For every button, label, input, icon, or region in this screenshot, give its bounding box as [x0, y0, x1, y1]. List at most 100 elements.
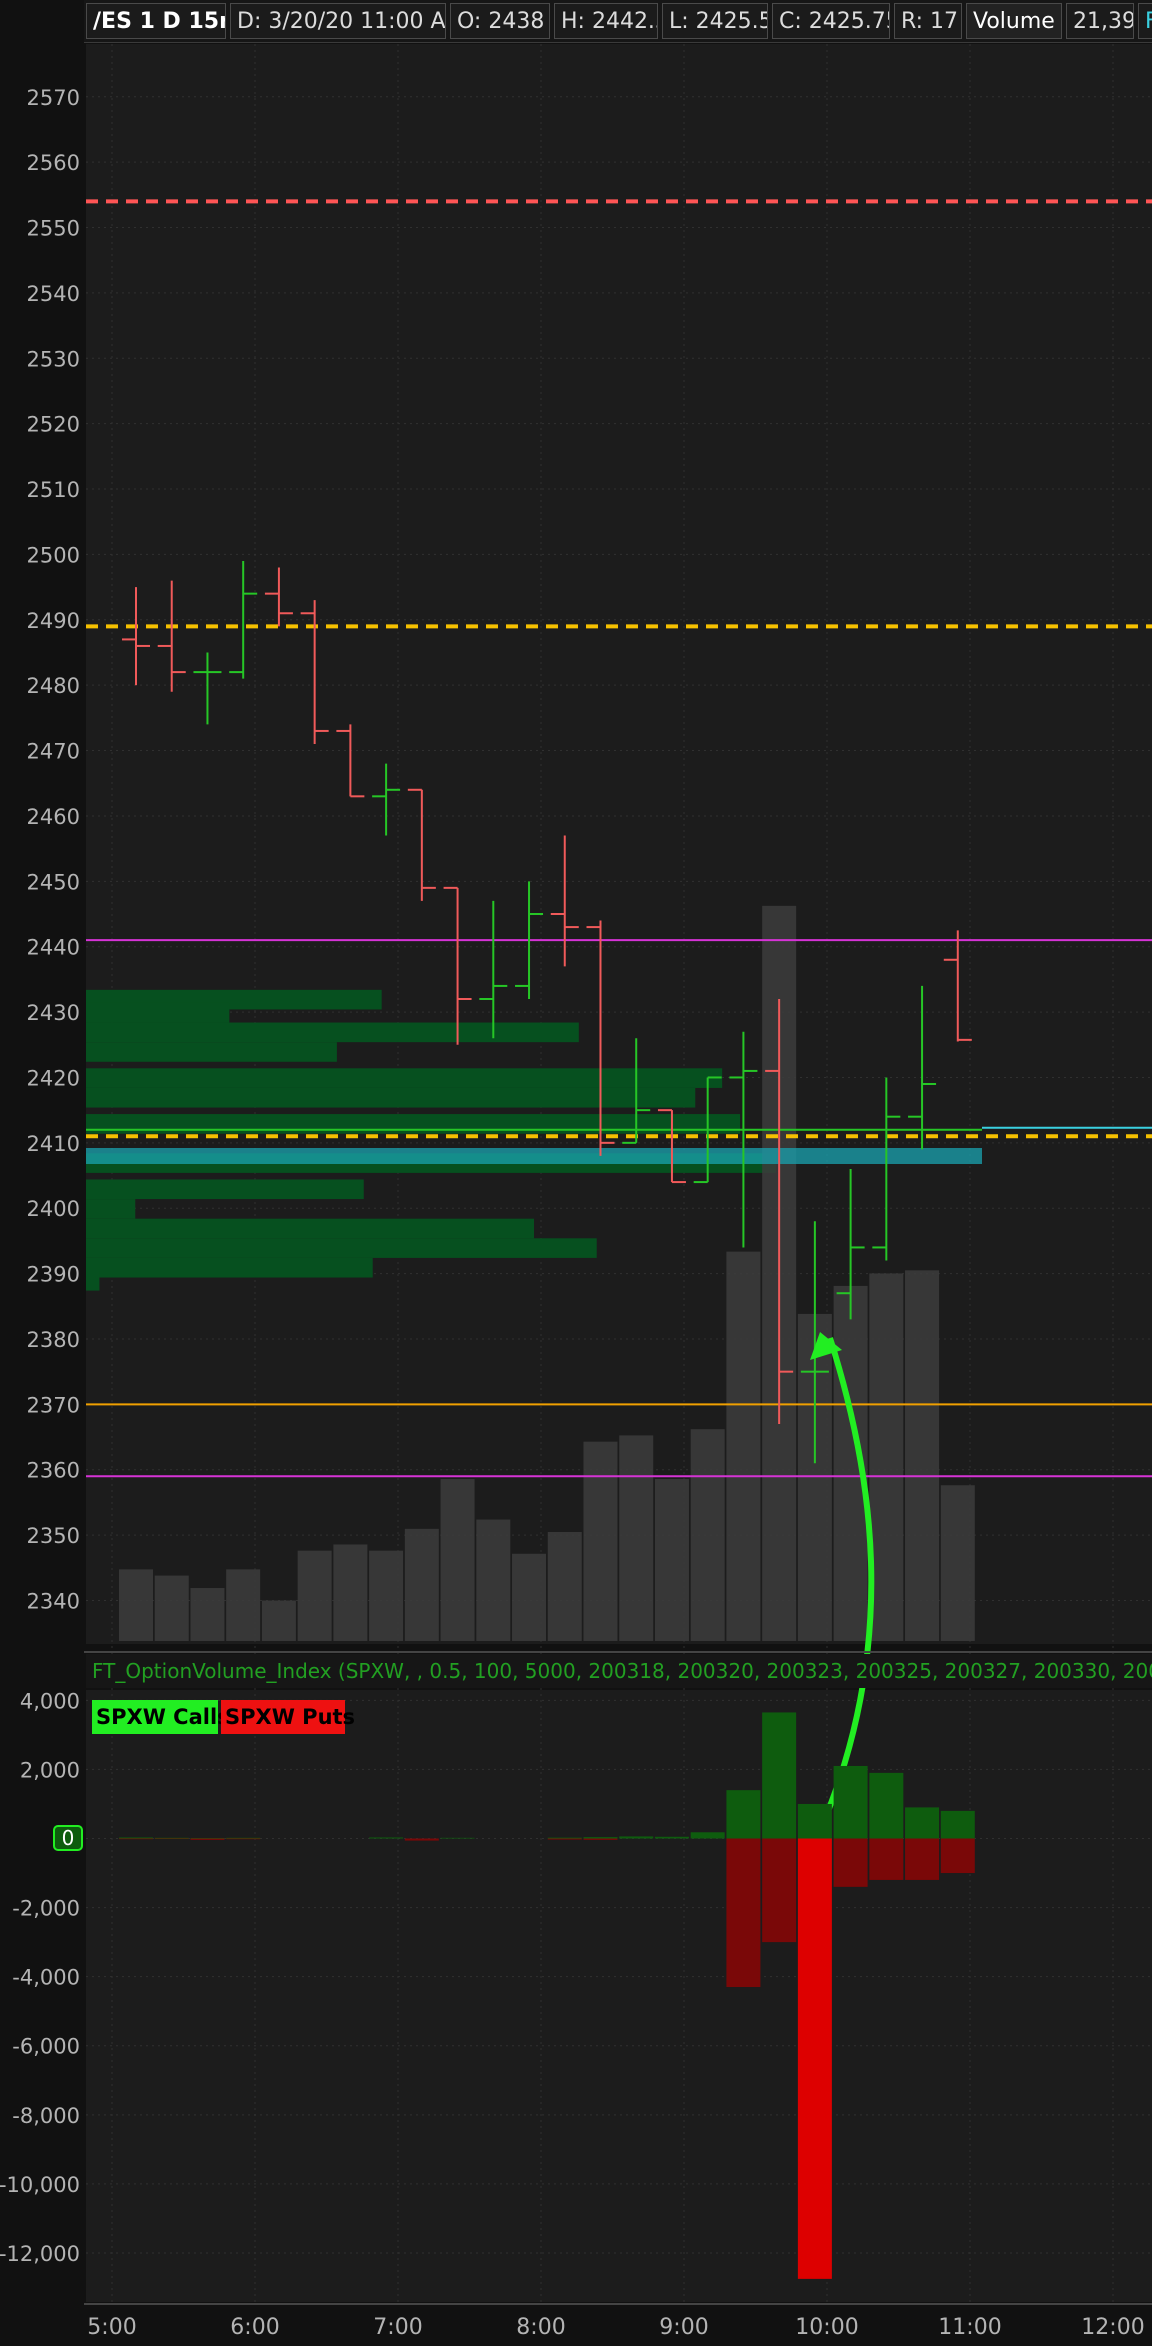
time-tick-label: 11:00: [938, 2315, 1001, 2340]
green-arrow: [819, 1337, 875, 1828]
price-tick-label: 2380: [27, 1328, 80, 1352]
time-tick-label: 10:00: [795, 2315, 858, 2340]
puts-bar: [119, 1838, 153, 1840]
puts-bar: [190, 1838, 225, 1840]
price-tick-label: 2540: [27, 282, 80, 306]
price-tick-label: 2530: [27, 347, 80, 371]
calls-bar: [440, 1837, 475, 1839]
volume-profile-bar: [86, 1179, 364, 1200]
calls-bar: [833, 1765, 868, 1839]
volume-profile-bar: [86, 1199, 136, 1219]
option-tick-label: -6,000: [12, 2035, 80, 2059]
option-tick-label: -12,000: [0, 2242, 80, 2266]
price-tick-label: 2480: [27, 674, 80, 698]
puts-bar: [797, 1838, 832, 2279]
calls-bar: [190, 1837, 225, 1839]
symbol-label[interactable]: /ES 1 D 15m: [86, 3, 226, 39]
time-tick-label: 12:00: [1081, 2315, 1144, 2340]
option-axis: 4,000 2,000 -2,000 -4,000 -6,000 -8,000 -10,00…: [0, 1689, 80, 2266]
volume-bar: [869, 1273, 904, 1641]
puts-bar: [905, 1838, 940, 1880]
price-tick-label: 2490: [27, 609, 80, 633]
calls-bar: [547, 1837, 582, 1839]
volume-bar: [583, 1441, 618, 1641]
price-tick-label: 2470: [27, 740, 80, 764]
puts-bar: [762, 1838, 797, 1943]
low-label: L: 2425.5: [662, 3, 768, 39]
calls-bar: [869, 1772, 904, 1839]
volume-value: 21,390: [1066, 3, 1134, 39]
time-tick-label: 5:00: [87, 2315, 136, 2340]
price-axis: 2340 2350 2360 2370 2380 2390 2400 2410 2420 2430…: [27, 86, 80, 1614]
volume-bar: [690, 1429, 725, 1641]
volume-bar: [404, 1528, 439, 1641]
puts-bar: [940, 1838, 975, 1874]
price-tick-label: 2400: [27, 1197, 80, 1221]
price-tick-label: 2520: [27, 413, 80, 437]
time-tick-label: 8:00: [516, 2315, 565, 2340]
ohlc-bars: [122, 560, 972, 1464]
price-tick-label: 2460: [27, 805, 80, 829]
volume-bar: [476, 1519, 511, 1641]
legend-calls-box: [92, 1700, 218, 1734]
volume-bar: [512, 1553, 547, 1641]
price-tick-label: 2500: [27, 543, 80, 567]
option-tick-label: -4,000: [12, 1966, 80, 1990]
volume-profile-bar: [86, 1002, 230, 1023]
calls-bar: [726, 1790, 761, 1839]
zero-label: 0: [62, 1826, 75, 1850]
legend-puts-box: [221, 1700, 345, 1734]
puts-bar: [726, 1838, 761, 1988]
option-tick-label: -10,000: [0, 2173, 80, 2197]
calls-bar: [619, 1836, 654, 1839]
cyan-zone: [86, 1148, 982, 1164]
volume-profile-bar: [86, 1257, 373, 1278]
high-label: H: 2442.5: [554, 3, 658, 39]
price-panel: [86, 44, 1152, 1644]
open-label: O: 2438: [450, 3, 550, 39]
price-tick-label: 2440: [27, 936, 80, 960]
volume-bar: [333, 1544, 368, 1641]
option-tick-label: -8,000: [12, 2104, 80, 2128]
calls-bar: [369, 1837, 404, 1839]
option-volume-panel: [86, 1690, 1152, 2302]
volume-label: Volume: [966, 3, 1062, 39]
puts-bar: [869, 1838, 904, 1880]
volume-bar: [226, 1569, 261, 1641]
option-volume-bars: [119, 1712, 975, 2279]
volume-profile-bar: [86, 1022, 579, 1043]
price-tick-label: 2560: [27, 151, 80, 175]
time-tick-label: 7:00: [373, 2315, 422, 2340]
calls-bar: [226, 1837, 261, 1839]
volume-profile: [86, 989, 776, 1291]
calls-bar: [654, 1836, 689, 1839]
calls-bar: [119, 1837, 153, 1839]
volume-bar: [440, 1479, 475, 1641]
volume-bar: [154, 1575, 189, 1641]
zero-badge: [53, 1825, 83, 1851]
volume-bar: [261, 1600, 296, 1641]
legend-puts: SPXW Puts: [225, 1705, 355, 1729]
date-label: D: 3/20/20 11:00 AM: [230, 3, 446, 39]
calls-bar: [762, 1712, 797, 1839]
range-label: R: 17: [894, 3, 962, 39]
price-tick-label: 2360: [27, 1459, 80, 1483]
volume-profile-bar: [86, 1238, 597, 1258]
close-label: C: 2425.75: [772, 3, 890, 39]
calls-bar: [940, 1810, 975, 1839]
volume-bar: [547, 1531, 582, 1641]
calls-bar: [154, 1837, 189, 1839]
price-tick-label: 2550: [27, 217, 80, 241]
price-tick-label: 2510: [27, 478, 80, 502]
price-tick-label: 2350: [27, 1524, 80, 1548]
option-tick-label: 4,000: [20, 1689, 80, 1713]
volume-profile-bar: [86, 1087, 696, 1108]
volume-bar: [619, 1435, 654, 1641]
price-tick-label: 2410: [27, 1132, 80, 1156]
volume-bar: [119, 1569, 153, 1641]
option-tick-label: -2,000: [12, 1897, 80, 1921]
price-levels: [86, 199, 1152, 1478]
puts-bar: [833, 1838, 868, 1887]
volume-profile-bar: [86, 1270, 100, 1291]
